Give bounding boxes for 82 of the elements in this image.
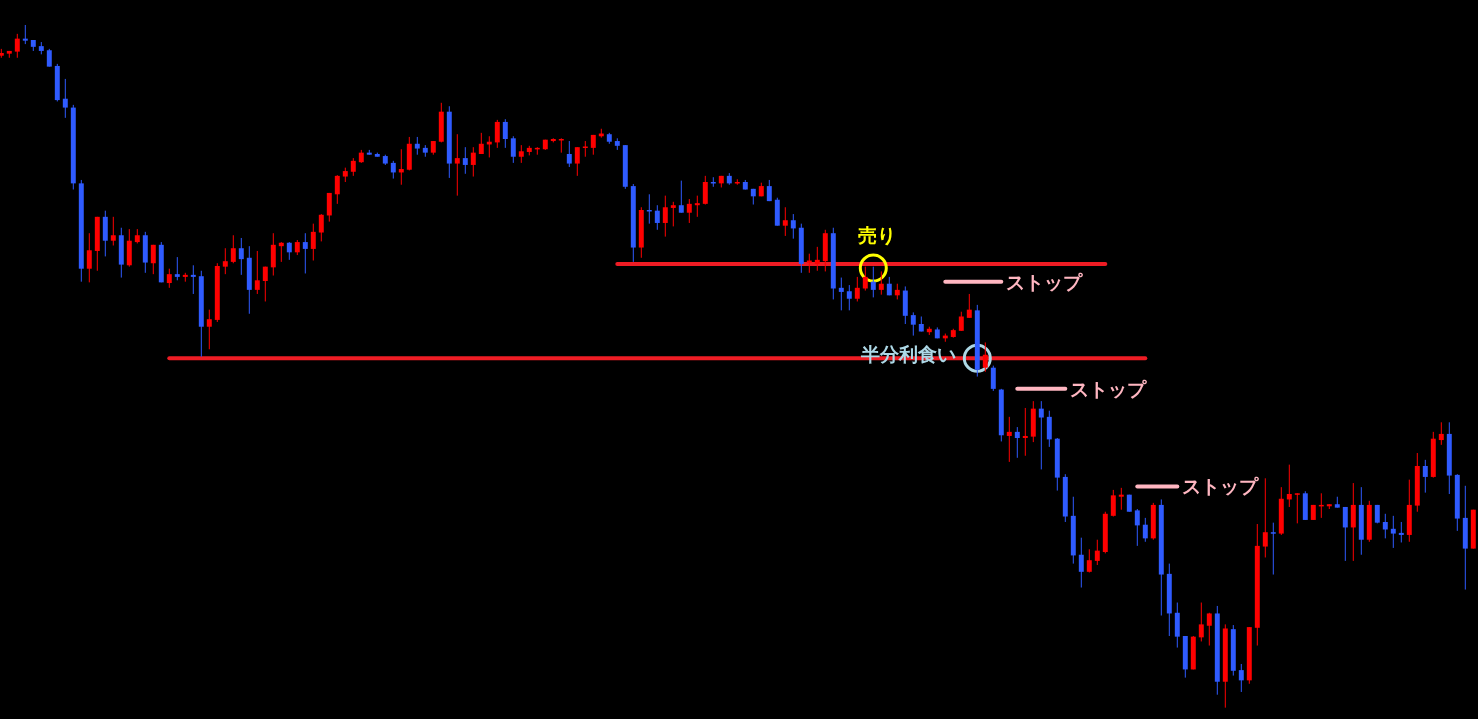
candlestick — [494, 119, 500, 149]
candlestick — [174, 256, 180, 281]
candlestick — [1006, 416, 1012, 463]
candlestick — [958, 311, 964, 332]
candlestick — [1198, 602, 1204, 642]
candlestick — [1174, 602, 1180, 649]
candlestick — [166, 268, 172, 289]
candlestick — [662, 195, 668, 238]
candlestick — [222, 247, 228, 275]
candlestick — [1038, 400, 1044, 470]
candlestick — [502, 118, 508, 149]
candlestick — [910, 311, 916, 337]
candlestick — [838, 277, 844, 311]
candlestick — [206, 309, 212, 350]
candlestick — [1118, 487, 1124, 511]
candlestick — [1262, 477, 1268, 558]
candlestick — [470, 146, 476, 178]
candlestick — [14, 33, 20, 59]
annotation: 売り — [858, 223, 897, 246]
candlestick — [454, 133, 460, 197]
candlestick — [254, 250, 260, 295]
candlestick — [846, 284, 852, 311]
candlestick — [990, 365, 996, 392]
candlestick — [1286, 464, 1292, 508]
candlestick — [1078, 537, 1084, 589]
candlestick — [806, 253, 812, 274]
candlestick — [1142, 517, 1148, 543]
candlestick — [102, 210, 108, 257]
candlestick — [654, 204, 660, 231]
candlestick — [870, 266, 876, 298]
candlestick — [1422, 459, 1428, 494]
candlestick — [190, 264, 196, 295]
candlestick — [334, 174, 340, 205]
candlestick — [966, 293, 972, 319]
candlestick — [878, 270, 884, 296]
candlestick — [262, 266, 268, 302]
candlestick — [1046, 410, 1052, 448]
candlestick — [110, 216, 116, 246]
candlestick — [854, 276, 860, 302]
candlestick — [1398, 521, 1404, 543]
candlestick — [462, 146, 468, 175]
candlestick — [1110, 489, 1116, 518]
candlestick — [1382, 513, 1388, 539]
candlestick — [1390, 515, 1396, 549]
candlestick — [22, 24, 28, 45]
candlestick — [678, 180, 684, 214]
candlestick — [790, 213, 796, 240]
candlestick — [1014, 426, 1020, 459]
candlestick — [1094, 539, 1100, 566]
candlestick — [62, 78, 68, 119]
candlestick — [670, 201, 676, 227]
candlestick — [1238, 663, 1244, 693]
candlestick — [310, 223, 316, 262]
candlestick — [270, 232, 276, 277]
annotation: ストップ — [1006, 270, 1084, 293]
candlestick — [510, 135, 516, 164]
candlestick — [238, 237, 244, 276]
candlestick — [318, 213, 324, 242]
candlestick — [814, 246, 820, 272]
candlestick — [150, 244, 156, 275]
candlestick — [982, 341, 988, 373]
candlestick — [686, 198, 692, 224]
candlestick — [1342, 506, 1348, 562]
candlestick — [702, 175, 708, 206]
candlestick — [782, 206, 788, 237]
candlestick — [574, 146, 580, 177]
candlestick — [1022, 407, 1028, 457]
candlestick — [86, 232, 92, 283]
candlestick — [1350, 482, 1356, 562]
candlestick — [1206, 612, 1212, 647]
candlestick — [694, 195, 700, 218]
candlestick — [1438, 421, 1444, 446]
candlestick — [230, 234, 236, 264]
candlestick — [1270, 522, 1276, 576]
candlestick — [302, 232, 308, 274]
candlestick — [1294, 492, 1300, 524]
candlestick — [326, 192, 332, 223]
candlestick — [1134, 508, 1140, 547]
candlestick — [862, 266, 868, 292]
annotation: ストップ — [1182, 475, 1260, 498]
candlestick — [566, 140, 572, 168]
annotation: ストップ — [1070, 377, 1148, 400]
